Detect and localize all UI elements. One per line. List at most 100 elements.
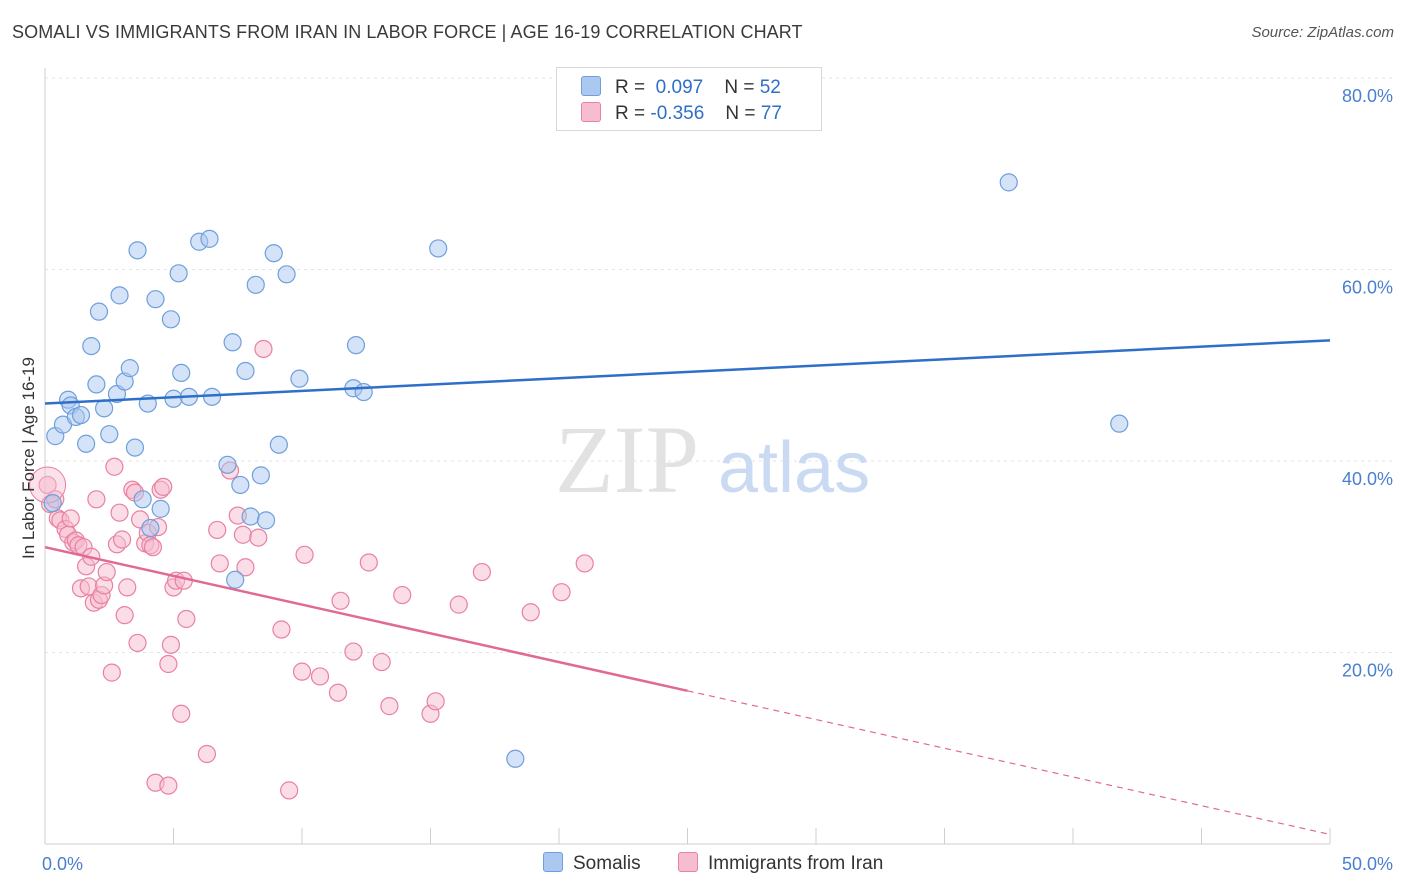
iran-point-71 (426, 692, 445, 711)
legend-n-label: N = (725, 103, 756, 124)
bottom-legend-label: Immigrants from Iran (708, 853, 884, 874)
iran-point-28 (118, 578, 137, 597)
somali-point-18 (133, 490, 152, 509)
iran-point-27 (115, 606, 134, 625)
somali-point-23 (161, 310, 181, 329)
bottom-legend-label: Somalis (573, 853, 641, 874)
somali-point-26 (172, 363, 191, 383)
chart-title: SOMALI VS IMMIGRANTS FROM IRAN IN LABOR … (12, 22, 803, 42)
somali-point-49 (1110, 414, 1129, 433)
somali-point-36 (246, 275, 265, 294)
iran-point-7 (61, 509, 80, 528)
trend-lines (44, 339, 1331, 836)
bottom-legend-iran: Immigrants from Iran (678, 852, 883, 875)
watermark-atlas: atlas (718, 428, 870, 508)
somali-point-45 (354, 382, 373, 402)
iran-point-22 (102, 663, 121, 682)
somali-point-13 (110, 286, 129, 305)
chart-source: Source: ZipAtlas.com (1251, 24, 1394, 41)
iran-point-66 (359, 553, 378, 572)
somali-point-5 (71, 405, 91, 425)
iran-point-69 (393, 585, 412, 605)
legend-r-label: R = (615, 103, 646, 124)
legend-r-value: 0.097 (655, 77, 704, 98)
iran-point-76 (575, 554, 594, 573)
iran-trend-line (44, 545, 688, 693)
correlation-legend: R = 0.097 N = 52 R = -0.356 N = 77 (556, 67, 822, 131)
iran-point-55 (236, 558, 255, 577)
x-tick-label-min: 0.0% (42, 854, 83, 874)
iran-points (29, 339, 594, 800)
axes (44, 68, 1331, 845)
iran-point-73 (472, 562, 491, 582)
somali-point-33 (231, 475, 250, 495)
somali-point-40 (269, 435, 288, 454)
somali-point-21 (146, 290, 165, 309)
watermark-zip: ZIP (555, 406, 699, 513)
bottom-legend-somalis: Somalis (543, 852, 641, 875)
iran-point-49 (197, 744, 217, 764)
iran-point-26 (112, 530, 132, 549)
somali-point-46 (429, 239, 448, 258)
legend-n-value: 52 (759, 77, 781, 98)
iran-point-54 (233, 525, 252, 544)
bottom-legend-swatch-pink (678, 852, 698, 872)
somali-point-47 (506, 749, 525, 768)
somali-point-16 (125, 438, 145, 457)
iran-point-74 (521, 603, 540, 622)
somali-point-25 (169, 264, 188, 283)
somali-points (43, 173, 1129, 768)
iran-point-72 (449, 595, 468, 614)
legend-swatch-blue (581, 76, 601, 96)
somali-point-34 (236, 361, 255, 381)
bottom-legend-swatch-blue (543, 852, 563, 872)
iran-point-48 (177, 609, 196, 629)
y-tick-label: 20.0% (1342, 661, 1393, 681)
iran-point-25 (110, 503, 129, 522)
iran-point-60 (292, 662, 312, 681)
iran-point-17 (87, 490, 106, 509)
iran-point-41 (159, 654, 178, 674)
iran-point-31 (128, 633, 147, 653)
iran-point-75 (552, 583, 571, 602)
legend-swatch-pink (581, 102, 601, 122)
somali-point-42 (290, 369, 309, 388)
iran-point-63 (328, 683, 348, 702)
iran-point-36 (143, 538, 163, 557)
iran-point-68 (380, 697, 399, 716)
somali-point-6 (77, 434, 96, 453)
legend-n-value: 77 (760, 103, 782, 124)
legend-n-label: N = (724, 77, 755, 98)
iran-point-59 (280, 781, 299, 800)
y-tick-label: 40.0% (1342, 469, 1393, 489)
legend-r-value: -0.356 (650, 103, 705, 124)
somali-point-10 (95, 399, 114, 418)
somali-point-35 (241, 507, 260, 526)
somali-point-48 (999, 173, 1018, 192)
iran-point-57 (254, 339, 273, 359)
somali-point-11 (100, 425, 119, 444)
iran-point-23 (105, 457, 124, 476)
somali-point-22 (151, 499, 170, 518)
iran-trend-line-extension (687, 690, 1331, 836)
iran-point-51 (210, 554, 229, 573)
iran-point-43 (161, 635, 181, 654)
y-tick-label: 80.0% (1342, 86, 1393, 106)
iran-point-21 (97, 562, 116, 582)
somali-point-20 (141, 518, 160, 538)
iran-point-64 (331, 591, 350, 610)
somali-point-31 (223, 333, 242, 352)
iran-point-0 (38, 475, 57, 495)
iran-point-56 (249, 528, 268, 547)
x-tick-label-max: 50.0% (1342, 854, 1393, 874)
iran-point-67 (372, 652, 391, 672)
somali-point-8 (87, 375, 106, 394)
somali-point-44 (346, 336, 366, 355)
somali-point-41 (277, 265, 296, 284)
legend-r-label: R = (615, 77, 646, 98)
iran-point-46 (172, 704, 191, 723)
somali-point-39 (264, 244, 283, 263)
legend-row-somalis: R = 0.097 N = 52 (581, 76, 781, 102)
somali-point-32 (226, 570, 245, 589)
